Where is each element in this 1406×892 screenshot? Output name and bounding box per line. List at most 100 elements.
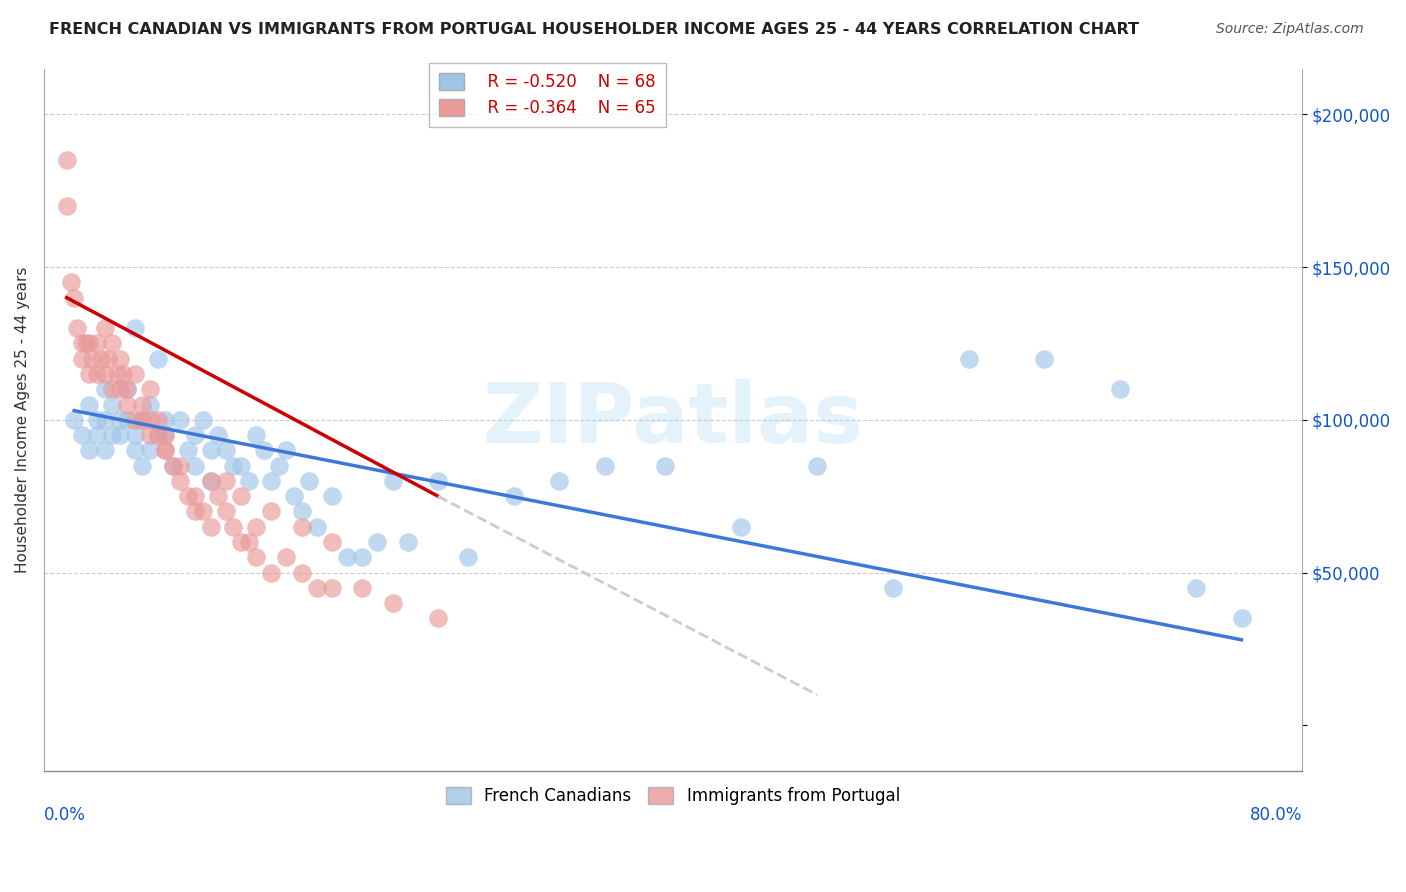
Point bbox=[93, 382, 115, 396]
Point bbox=[305, 520, 328, 534]
Point bbox=[111, 367, 134, 381]
Point bbox=[90, 351, 112, 366]
Text: ZIPatlas: ZIPatlas bbox=[482, 379, 863, 460]
Point bbox=[124, 428, 146, 442]
Point bbox=[321, 581, 343, 595]
Point bbox=[131, 458, 153, 473]
Point bbox=[117, 413, 139, 427]
Point bbox=[245, 520, 267, 534]
Point bbox=[153, 413, 176, 427]
Point bbox=[200, 474, 222, 488]
Point bbox=[321, 489, 343, 503]
Point bbox=[200, 520, 222, 534]
Point bbox=[427, 474, 450, 488]
Point bbox=[283, 489, 305, 503]
Point bbox=[291, 566, 314, 580]
Point bbox=[131, 413, 153, 427]
Point bbox=[146, 413, 169, 427]
Point bbox=[75, 336, 97, 351]
Point bbox=[108, 351, 131, 366]
Point bbox=[63, 413, 86, 427]
Point bbox=[70, 428, 93, 442]
Point bbox=[1033, 351, 1056, 366]
Point bbox=[86, 428, 108, 442]
Point bbox=[215, 504, 238, 518]
Point bbox=[191, 413, 214, 427]
Point bbox=[238, 474, 260, 488]
Point bbox=[215, 474, 238, 488]
Point bbox=[291, 504, 314, 518]
Point bbox=[253, 443, 276, 458]
Point bbox=[153, 443, 176, 458]
Point bbox=[276, 443, 298, 458]
Point bbox=[162, 458, 184, 473]
Point bbox=[245, 550, 267, 565]
Point bbox=[55, 199, 77, 213]
Point bbox=[131, 413, 153, 427]
Point bbox=[139, 382, 162, 396]
Point bbox=[457, 550, 479, 565]
Point bbox=[352, 581, 374, 595]
Point bbox=[86, 367, 108, 381]
Point bbox=[169, 458, 191, 473]
Point bbox=[139, 413, 162, 427]
Point bbox=[169, 413, 191, 427]
Point bbox=[93, 321, 115, 335]
Point bbox=[1230, 611, 1253, 625]
Point bbox=[267, 458, 290, 473]
Point bbox=[229, 458, 252, 473]
Point bbox=[1109, 382, 1132, 396]
Point bbox=[101, 336, 124, 351]
Point bbox=[86, 413, 108, 427]
Point bbox=[222, 520, 245, 534]
Point bbox=[957, 351, 980, 366]
Point bbox=[124, 443, 146, 458]
Point bbox=[260, 474, 283, 488]
Point bbox=[260, 566, 283, 580]
Point bbox=[117, 398, 139, 412]
Point bbox=[86, 336, 108, 351]
Point bbox=[153, 428, 176, 442]
Point bbox=[97, 351, 120, 366]
Point bbox=[276, 550, 298, 565]
Point bbox=[200, 443, 222, 458]
Point bbox=[229, 535, 252, 549]
Point bbox=[548, 474, 571, 488]
Point bbox=[366, 535, 388, 549]
Y-axis label: Householder Income Ages 25 - 44 years: Householder Income Ages 25 - 44 years bbox=[15, 267, 30, 573]
Point bbox=[162, 458, 184, 473]
Point bbox=[184, 504, 207, 518]
Point bbox=[117, 382, 139, 396]
Point bbox=[146, 428, 169, 442]
Point bbox=[131, 398, 153, 412]
Point bbox=[82, 351, 104, 366]
Point bbox=[352, 550, 374, 565]
Legend: French Canadians, Immigrants from Portugal: French Canadians, Immigrants from Portug… bbox=[440, 780, 907, 812]
Point bbox=[146, 428, 169, 442]
Point bbox=[502, 489, 524, 503]
Point bbox=[108, 413, 131, 427]
Point bbox=[93, 367, 115, 381]
Point bbox=[79, 367, 101, 381]
Point bbox=[207, 489, 229, 503]
Point bbox=[79, 336, 101, 351]
Point bbox=[291, 520, 314, 534]
Point bbox=[806, 458, 828, 473]
Point bbox=[108, 382, 131, 396]
Point bbox=[336, 550, 359, 565]
Point bbox=[1185, 581, 1208, 595]
Point bbox=[321, 535, 343, 549]
Point bbox=[124, 413, 146, 427]
Point bbox=[305, 581, 328, 595]
Point bbox=[427, 611, 450, 625]
Point bbox=[70, 351, 93, 366]
Text: Source: ZipAtlas.com: Source: ZipAtlas.com bbox=[1216, 22, 1364, 37]
Point bbox=[654, 458, 676, 473]
Point bbox=[381, 474, 404, 488]
Point bbox=[222, 458, 245, 473]
Text: FRENCH CANADIAN VS IMMIGRANTS FROM PORTUGAL HOUSEHOLDER INCOME AGES 25 - 44 YEAR: FRENCH CANADIAN VS IMMIGRANTS FROM PORTU… bbox=[49, 22, 1139, 37]
Point bbox=[139, 398, 162, 412]
Text: 0.0%: 0.0% bbox=[44, 806, 86, 824]
Point bbox=[177, 443, 200, 458]
Point bbox=[63, 291, 86, 305]
